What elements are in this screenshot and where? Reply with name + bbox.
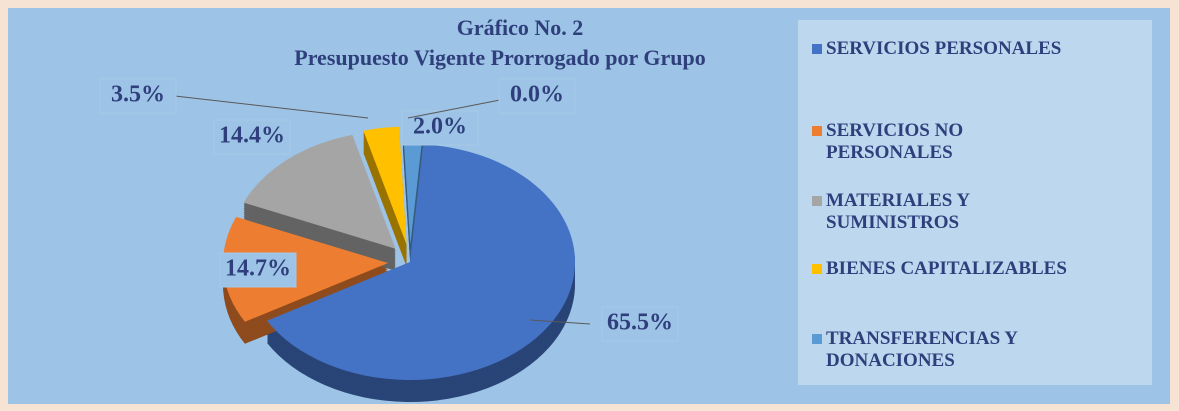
legend-swatch [812,334,822,344]
slice [243,134,396,249]
legend-swatch [812,264,822,274]
slice [266,144,575,380]
data-label: 2.0% [413,114,467,140]
slice [363,126,407,245]
leader-line [407,99,501,119]
legend-label: BIENES CAPITALIZABLES [826,258,1067,279]
data-label: 65.5% [607,310,673,336]
legend-label: TRANSFERENCIAS Y DONACIONES [826,328,1018,371]
legend-item: SERVICIOS NO PERSONALES [812,120,1142,164]
legend-item: MATERIALES Y SUMINISTROS [812,190,1142,234]
leader-line [529,319,591,325]
label-box [498,78,576,114]
label-box [213,119,291,155]
data-label: 0.0% [510,82,564,108]
legend-label: SERVICIOS NO PERSONALES [826,120,964,163]
data-label: 3.5% [111,82,165,108]
legend-label: SERVICIOS PERSONALES [826,38,1062,59]
legend-item: TRANSFERENCIAS Y DONACIONES [812,328,1142,372]
slice [402,126,424,245]
legend-item: BIENES CAPITALIZABLES [812,258,1142,280]
chart-title: Gráfico No. 2 [457,15,583,40]
slice [223,216,389,322]
legend-item: SERVICIOS PERSONALES [812,38,1142,60]
legend: SERVICIOS PERSONALES SERVICIOS NO PERSONA… [798,20,1152,385]
legend-swatch [812,196,822,206]
label-box [219,252,297,288]
data-label: 14.4% [219,123,285,149]
leader-line [174,95,369,119]
legend-label: MATERIALES Y SUMINISTROS [826,190,970,233]
label-box [601,306,679,342]
chart-subtitle: Presupuesto Vigente Prorrogado por Grupo [294,45,706,70]
data-label: 14.7% [225,256,291,282]
label-box [99,78,177,114]
legend-swatch [812,126,822,136]
legend-swatch [812,44,822,54]
